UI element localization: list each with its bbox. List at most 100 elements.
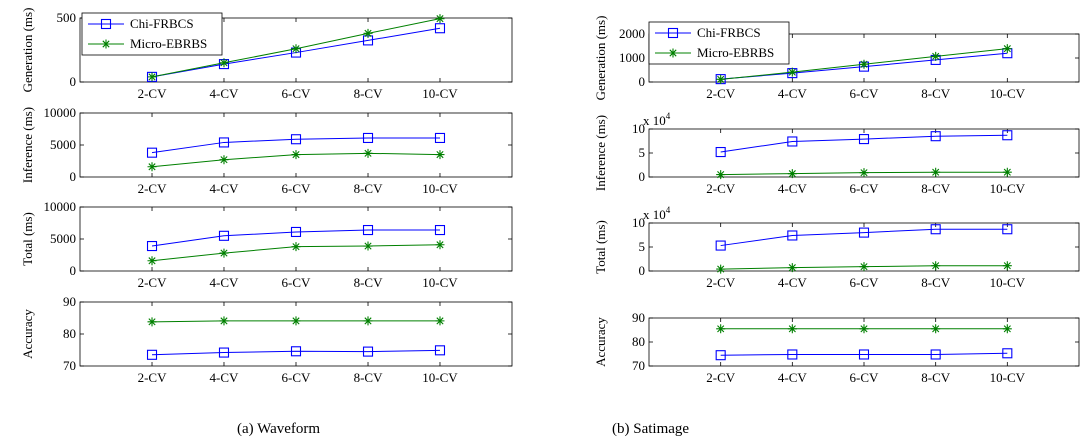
x-tick-label: 10-CV [990, 86, 1026, 101]
axis-multiplier: x 104 [643, 111, 671, 128]
data-point-chi-frbcs [1002, 130, 1013, 141]
x-tick-label: 2-CV [138, 86, 168, 101]
data-point-micro-ebrbs [931, 51, 941, 61]
data-point-chi-frbcs [146, 147, 158, 158]
x-tick-label: 8-CV [921, 86, 951, 101]
data-point-chi-frbcs [715, 146, 726, 158]
data-point-chi-frbcs [787, 136, 798, 147]
x-tick-label: 4-CV [778, 370, 808, 385]
panel-waveform-total: 0 5000 10000 2-CV 4-CV 6-CV 8-CV 10-CV Total (ms… [20, 199, 513, 290]
y-axis-label: Total (ms) [20, 212, 35, 266]
data-point-micro-ebrbs [435, 14, 445, 24]
data-point-micro-ebrbs [1002, 167, 1012, 177]
data-point-micro-ebrbs [787, 263, 797, 273]
data-point-chi-frbcs [930, 131, 941, 142]
data-point-chi-frbcs [930, 224, 941, 235]
data-point-micro-ebrbs [363, 316, 373, 326]
y-tick-label: 0 [639, 263, 646, 278]
x-tick-label: 10-CV [422, 370, 458, 385]
legend-marker [100, 18, 112, 30]
x-tick-label: 10-CV [422, 181, 458, 196]
y-tick-label: 2000 [619, 26, 645, 41]
x-tick-label: 8-CV [921, 181, 951, 196]
data-point-micro-ebrbs [363, 28, 373, 38]
legend-marker [667, 27, 679, 39]
x-tick-label: 6-CV [850, 275, 880, 290]
y-tick-label: 80 [63, 326, 76, 341]
x-tick-label: 6-CV [850, 181, 880, 196]
data-point-micro-ebrbs [787, 67, 797, 77]
y-axis-label: Inference (ms) [593, 115, 608, 191]
series-line-chi-frbcs [151, 137, 440, 154]
data-point-micro-ebrbs [787, 169, 797, 179]
panel-satimage-total: 0 5 10 2-CV 4-CV 6-CV 8-CV 10-CV Total (ms) x 104 [593, 205, 1080, 290]
data-point-micro-ebrbs [219, 58, 229, 68]
x-tick-label: 10-CV [422, 86, 458, 101]
x-tick-label: 2-CV [138, 181, 168, 196]
series-line-chi-frbcs [720, 228, 1008, 247]
data-point-micro-ebrbs [435, 240, 445, 250]
legend-label: Micro-EBRBS [130, 36, 207, 51]
data-point-chi-frbcs [290, 226, 302, 238]
data-point-micro-ebrbs [1002, 324, 1012, 334]
y-tick-label: 10000 [44, 199, 77, 214]
y-tick-label: 0 [70, 169, 77, 184]
data-point-micro-ebrbs [931, 261, 941, 271]
data-point-micro-ebrbs [219, 155, 229, 165]
data-point-micro-ebrbs [716, 264, 726, 274]
data-point-chi-frbcs [218, 137, 230, 148]
panel-waveform-accuracy: 70 80 90 2-CV 4-CV 6-CV 8-CV 10-CV Accuracy [20, 294, 513, 385]
x-tick-label: 8-CV [354, 370, 384, 385]
axis-multiplier: x 104 [643, 205, 671, 222]
x-tick-label: 6-CV [282, 86, 312, 101]
data-point-micro-ebrbs [147, 256, 157, 266]
y-tick-label: 0 [639, 169, 646, 184]
y-axis-label: Accuracy [20, 309, 35, 359]
data-point-chi-frbcs [858, 134, 870, 145]
x-tick-label: 6-CV [850, 370, 880, 385]
panel-satimage-inference: 0 5 10 2-CV 4-CV 6-CV 8-CV 10-CV Inference (ms) x… [593, 111, 1080, 196]
data-point-chi-frbcs [434, 345, 446, 356]
y-axis-label: Generation (ms) [593, 16, 608, 101]
data-point-micro-ebrbs [435, 316, 445, 326]
data-point-micro-ebrbs [363, 148, 373, 158]
x-tick-label: 10-CV [422, 275, 458, 290]
legend: Chi-FRBCS Micro-EBRBS [81, 12, 223, 56]
y-tick-label: 5 [639, 145, 646, 160]
data-point-micro-ebrbs [147, 72, 157, 82]
data-point-micro-ebrbs [931, 324, 941, 334]
data-point-chi-frbcs [858, 349, 870, 360]
data-point-chi-frbcs [858, 227, 870, 238]
x-tick-label: 4-CV [210, 86, 240, 101]
data-point-micro-ebrbs [859, 168, 869, 178]
data-point-chi-frbcs [930, 349, 941, 360]
y-axis-label: Inference (ms) [20, 107, 35, 183]
axis-multiplier-exponent: 4 [666, 111, 671, 121]
data-point-chi-frbcs [787, 230, 798, 241]
data-point-micro-ebrbs [859, 59, 869, 69]
x-tick-label: 2-CV [706, 275, 736, 290]
data-point-chi-frbcs [290, 134, 302, 145]
series-line-chi-frbcs [151, 349, 440, 356]
data-point-chi-frbcs [218, 230, 230, 241]
x-tick-label: 6-CV [282, 181, 312, 196]
y-tick-label: 70 [632, 358, 645, 373]
y-tick-label: 80 [632, 334, 645, 349]
plot-frame [79, 206, 513, 272]
x-tick-label: 2-CV [706, 370, 736, 385]
y-tick-label: 10 [632, 215, 645, 230]
x-tick-label: 4-CV [778, 275, 808, 290]
y-tick-label: 1000 [619, 50, 645, 65]
x-tick-label: 4-CV [778, 86, 808, 101]
x-tick-label: 10-CV [990, 275, 1026, 290]
y-tick-label: 70 [63, 358, 76, 373]
axis-multiplier-exponent: 4 [666, 205, 671, 215]
data-point-chi-frbcs [434, 224, 446, 236]
panel-waveform-generation: 0 500 2-CV 4-CV 6-CV 8-CV 10-CV Generation (ms)… [20, 8, 513, 101]
y-tick-label: 90 [632, 310, 645, 325]
x-tick-label: 4-CV [210, 275, 240, 290]
series-line-chi-frbcs [151, 229, 440, 247]
data-point-chi-frbcs [715, 240, 726, 251]
legend-marker [101, 39, 111, 49]
